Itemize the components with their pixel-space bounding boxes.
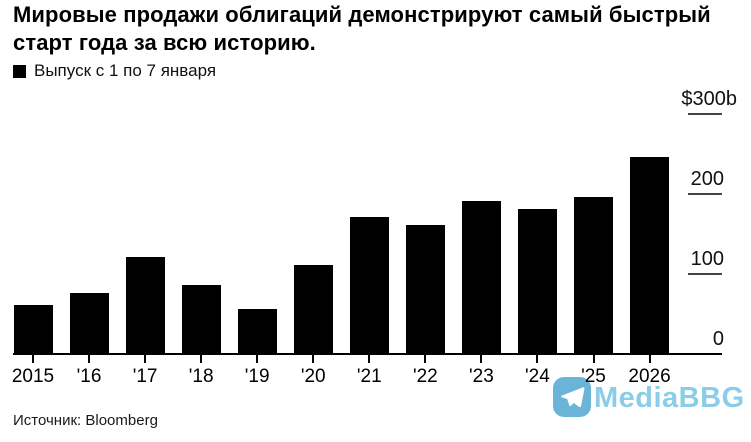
legend: Выпуск с 1 по 7 января	[13, 61, 216, 81]
bar	[630, 157, 670, 353]
x-axis-label: '19	[244, 366, 270, 387]
x-axis-label: '23	[469, 366, 494, 387]
legend-swatch-icon	[13, 64, 26, 78]
x-axis-tick	[256, 355, 259, 363]
x-axis-tick	[424, 355, 427, 363]
x-axis-tick	[536, 355, 539, 363]
y-axis-tick	[688, 273, 722, 275]
x-axis-label: '25	[581, 366, 606, 387]
bar	[69, 293, 109, 353]
bar	[349, 217, 389, 353]
x-axis-label: 2026	[628, 366, 671, 387]
bar	[293, 265, 333, 353]
x-axis-tick	[480, 355, 483, 363]
y-axis-tick	[688, 193, 722, 195]
source-note: Источник: Bloomberg	[13, 412, 158, 429]
bar	[517, 209, 557, 353]
bar	[574, 197, 613, 353]
watermark-label: MediaBBG	[594, 382, 745, 414]
x-axis-tick	[312, 355, 315, 363]
legend-label: Выпуск с 1 по 7 января	[34, 61, 217, 80]
x-axis-label: '16	[76, 366, 102, 387]
y-axis-tick	[688, 113, 722, 115]
x-axis-tick	[200, 355, 203, 363]
bar	[237, 309, 277, 353]
x-axis-label: '20	[300, 366, 326, 387]
x-axis-tick	[648, 355, 651, 363]
x-axis-label: '24	[525, 366, 550, 387]
bar	[13, 305, 53, 353]
x-axis-label: 2015	[11, 366, 55, 387]
watermark: MediaBBG	[553, 377, 745, 417]
bar	[125, 257, 165, 353]
x-axis-label: '22	[412, 366, 438, 387]
y-axis-label: 200	[690, 168, 724, 190]
x-axis-tick	[368, 355, 371, 363]
x-axis-label: '21	[356, 366, 382, 387]
x-axis-line	[13, 353, 722, 355]
x-axis-label: '18	[188, 366, 214, 387]
bar	[181, 285, 221, 353]
telegram-plane-icon	[553, 377, 591, 417]
bar	[405, 225, 445, 353]
x-axis-tick	[144, 355, 147, 363]
y-axis-label: 100	[690, 248, 724, 270]
x-axis-tick	[32, 355, 34, 363]
y-axis-label: 0	[712, 328, 724, 350]
y-axis-label: $300b	[681, 88, 737, 110]
x-axis-tick	[88, 355, 91, 363]
x-axis-label: '17	[132, 366, 158, 387]
bar	[461, 201, 501, 353]
chart-title: Мировые продажи облигаций демонстрируют …	[13, 2, 711, 55]
x-axis-tick	[592, 355, 595, 363]
